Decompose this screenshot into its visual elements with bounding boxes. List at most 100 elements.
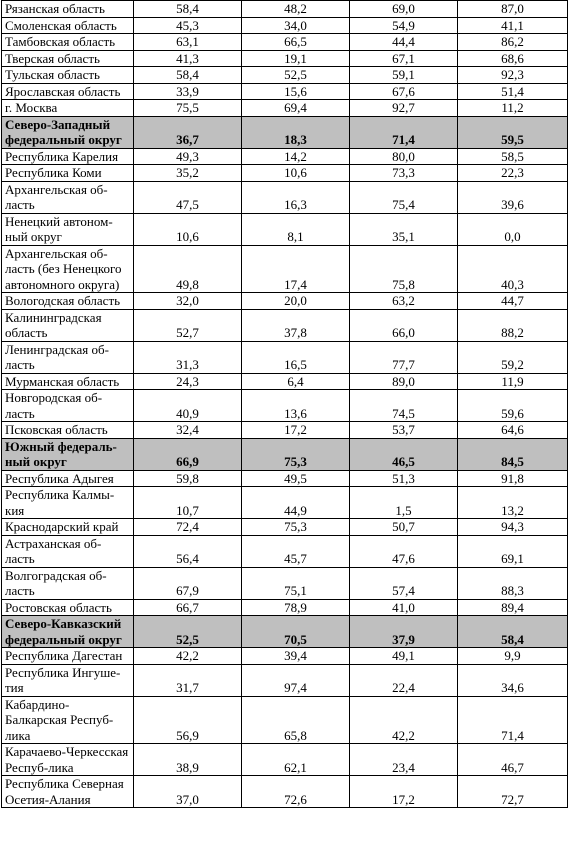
table-row: Смоленская область 45,3 34,0 54,9 41,1 [1,16,568,34]
value-cell-col-2: 15,6 [241,82,350,100]
value-cell-col-4: 84,5 [457,437,568,471]
region-name-cell: г. Москва [1,99,134,117]
table-row: Ненецкий автоном-ный округ 10,6 8,1 35,1 0,0 [1,212,568,246]
value-cell-col-4: 0,0 [457,212,568,246]
table-row: Ярославская область 33,9 15,6 67,6 51,4 [1,82,568,100]
value-cell-col-1: 40,9 [133,389,242,422]
table-row: Тульская область 58,4 52,5 59,1 92,3 [1,66,568,84]
value-cell-col-1: 31,3 [133,340,242,374]
region-name-cell: Северо-Кавказский федеральный округ [1,615,134,648]
value-cell-col-1: 36,7 [133,115,242,149]
region-name-cell: Новгородская об-ласть [1,389,134,422]
region-name-cell: Республика Карелия [1,147,134,165]
value-cell-col-3: 80,0 [349,147,458,165]
value-cell-col-4: 68,6 [457,49,568,67]
value-cell-col-4: 89,4 [457,598,568,616]
value-cell-col-3: 63,2 [349,292,458,310]
value-cell-col-4: 46,7 [457,743,568,776]
value-cell-col-3: 74,5 [349,389,458,422]
value-cell-col-3: 42,2 [349,695,458,744]
table-row: Ленинградская об-ласть 31,3 16,5 77,7 59,2 [1,340,568,374]
value-cell-col-3: 22,4 [349,663,458,697]
region-name-cell: Республика Адыгея [1,469,134,487]
value-cell-col-1: 24,3 [133,372,242,390]
value-cell-col-3: 59,1 [349,66,458,84]
value-cell-col-1: 38,9 [133,743,242,776]
value-cell-col-2: 19,1 [241,49,350,67]
value-cell-col-1: 35,2 [133,164,242,182]
value-cell-col-3: 57,4 [349,566,458,600]
table-row: Ростовская область 66,7 78,9 41,0 89,4 [1,598,568,616]
value-cell-col-4: 88,3 [457,566,568,600]
value-cell-col-1: 31,7 [133,663,242,697]
region-name-cell: Тамбовская область [1,33,134,51]
value-cell-col-3: 67,6 [349,82,458,100]
value-cell-col-4: 39,6 [457,180,568,214]
value-cell-col-4: 13,2 [457,486,568,519]
table-row: Тверская область 41,3 19,1 67,1 68,6 [1,49,568,67]
value-cell-col-3: 41,0 [349,598,458,616]
region-name-cell: Ленинградская об-ласть [1,340,134,374]
table-row: Вологодская область 32,0 20,0 63,2 44,7 [1,292,568,310]
district-row: Северо-Западный федеральный округ 36,7 18,… [1,115,568,149]
value-cell-col-2: 69,4 [241,99,350,117]
value-cell-col-3: 47,6 [349,534,458,568]
region-name-cell: Кабардино-Балкарская Респуб-лика [1,695,134,744]
table-row: Псковская область 32,4 17,2 53,7 64,6 [1,421,568,439]
value-cell-col-1: 72,4 [133,518,242,536]
value-cell-col-3: 37,9 [349,615,458,648]
table-row: Новгородская об-ласть 40,9 13,6 74,5 59,6 [1,389,568,422]
region-name-cell: Республика Ингуше-тия [1,663,134,697]
value-cell-col-1: 32,4 [133,421,242,439]
value-cell-col-2: 48,2 [241,0,350,18]
value-cell-col-2: 62,1 [241,743,350,776]
value-cell-col-1: 67,9 [133,566,242,600]
value-cell-col-2: 72,6 [241,775,350,808]
region-name-cell: Волгоградская об-ласть [1,566,134,600]
value-cell-col-3: 51,3 [349,469,458,487]
value-cell-col-2: 66,5 [241,33,350,51]
value-cell-col-3: 69,0 [349,0,458,18]
value-cell-col-1: 56,9 [133,695,242,744]
value-cell-col-2: 16,5 [241,340,350,374]
value-cell-col-2: 6,4 [241,372,350,390]
value-cell-col-1: 32,0 [133,292,242,310]
value-cell-col-4: 40,3 [457,244,568,293]
value-cell-col-1: 45,3 [133,16,242,34]
value-cell-col-4: 58,5 [457,147,568,165]
value-cell-col-2: 18,3 [241,115,350,149]
value-cell-col-3: 53,7 [349,421,458,439]
value-cell-col-2: 17,4 [241,244,350,293]
value-cell-col-4: 59,6 [457,389,568,422]
region-name-cell: Астраханская об-ласть [1,534,134,568]
value-cell-col-3: 49,1 [349,647,458,665]
value-cell-col-1: 66,7 [133,598,242,616]
value-cell-col-1: 59,8 [133,469,242,487]
value-cell-col-4: 11,9 [457,372,568,390]
value-cell-col-1: 37,0 [133,775,242,808]
region-name-cell: Архангельская об-ласть [1,180,134,214]
value-cell-col-2: 20,0 [241,292,350,310]
value-cell-col-2: 8,1 [241,212,350,246]
value-cell-col-3: 71,4 [349,115,458,149]
value-cell-col-3: 23,4 [349,743,458,776]
value-cell-col-1: 52,5 [133,615,242,648]
value-cell-col-1: 10,7 [133,486,242,519]
value-cell-col-3: 73,3 [349,164,458,182]
table-row: Архангельская об-ласть 47,5 16,3 75,4 39,6 [1,180,568,214]
value-cell-col-2: 70,5 [241,615,350,648]
value-cell-col-2: 45,7 [241,534,350,568]
value-cell-col-4: 59,2 [457,340,568,374]
table-row: Астраханская об-ласть 56,4 45,7 47,6 69,1 [1,534,568,568]
value-cell-col-4: 86,2 [457,33,568,51]
region-name-cell: Южный федераль-ный округ [1,437,134,471]
value-cell-col-4: 44,7 [457,292,568,310]
value-cell-col-4: 58,4 [457,615,568,648]
table-row: Рязанская область 58,4 48,2 69,0 87,0 [1,0,568,18]
table-row: Волгоградская об-ласть 67,9 75,1 57,4 88,3 [1,566,568,600]
value-cell-col-4: 41,1 [457,16,568,34]
table-row: Карачаево-Черкесская Респуб-лика 38,9 62,1… [1,743,568,776]
value-cell-col-2: 17,2 [241,421,350,439]
value-cell-col-4: 22,3 [457,164,568,182]
value-cell-col-2: 14,2 [241,147,350,165]
